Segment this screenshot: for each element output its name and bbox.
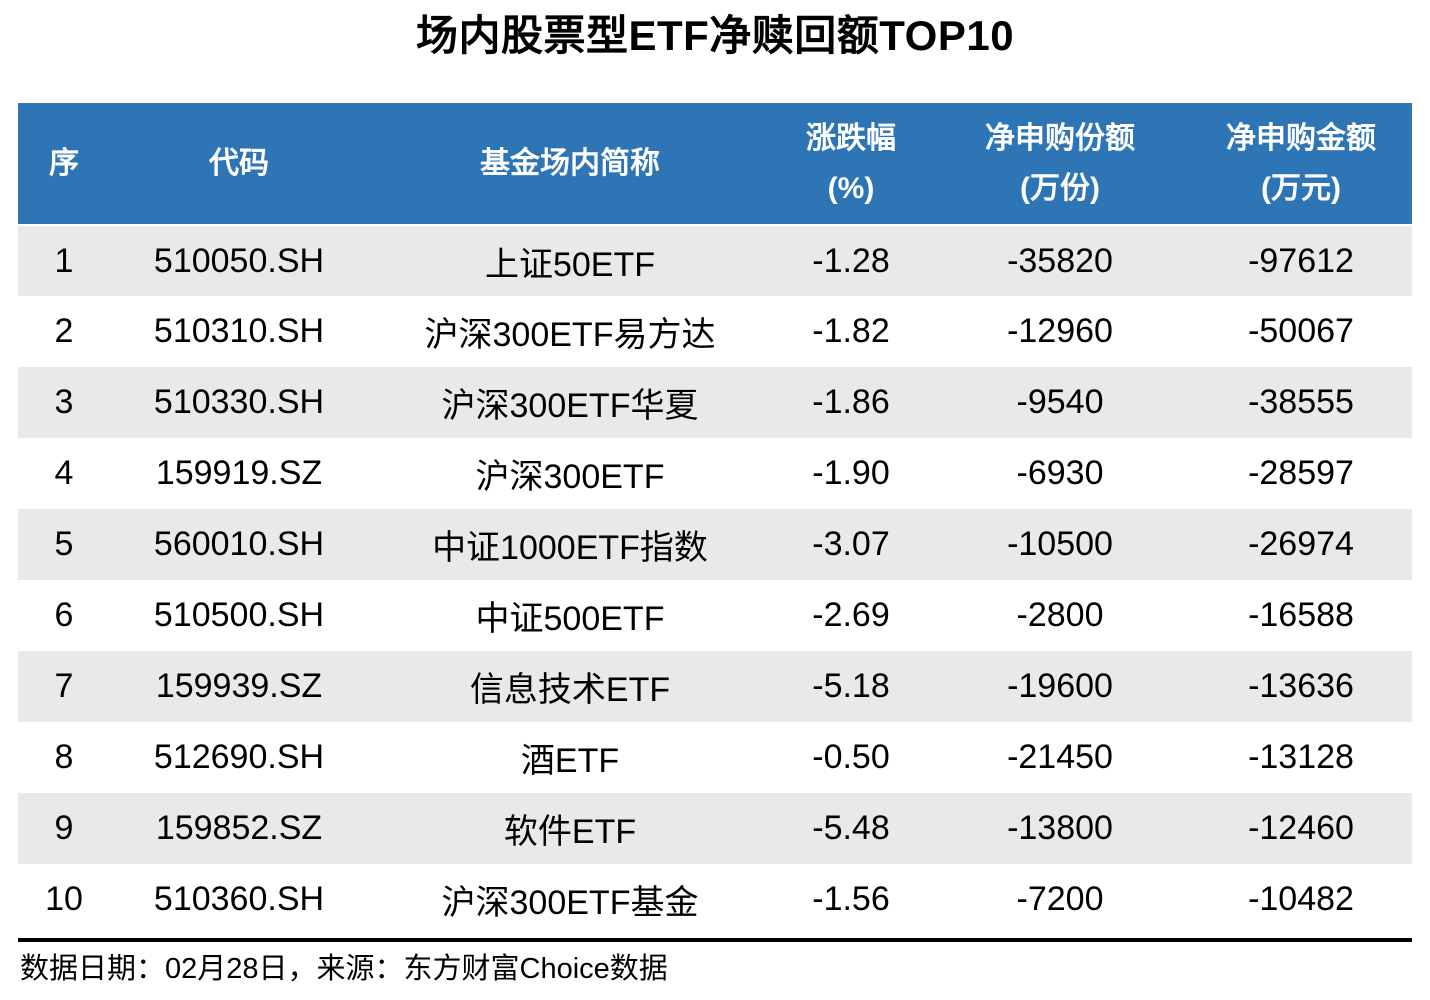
code-cell: 560010.SH <box>110 509 368 580</box>
amount-cell: -28597 <box>1190 438 1412 509</box>
footer-note: 数据日期：02月28日，来源：东方财富Choice数据 <box>20 953 668 985</box>
col-header-rank-label: 序 <box>49 146 79 180</box>
rank-cell: 6 <box>18 580 110 651</box>
name-cell: 中证500ETF <box>368 580 772 651</box>
table-row: 6 510500.SH 中证500ETF -2.69 -2800 -16588 <box>18 580 1412 651</box>
col-header-change-pct-label: 涨跌幅 <box>806 121 896 155</box>
table-row: 9 159852.SZ 软件ETF -5.48 -13800 -12460 <box>18 793 1412 864</box>
code-cell: 510310.SH <box>110 296 368 367</box>
rank-cell: 10 <box>18 864 110 935</box>
col-header-change-pct: 涨跌幅 (%) <box>772 103 930 225</box>
change-cell: -3.07 <box>772 509 930 580</box>
code-cell: 510330.SH <box>110 367 368 438</box>
code-cell: 510500.SH <box>110 580 368 651</box>
col-header-fund-name-label: 基金场内简称 <box>480 146 660 180</box>
code-cell: 510360.SH <box>110 864 368 935</box>
col-header-net-amount-unit: (万元) <box>1261 171 1341 205</box>
code-cell: 159852.SZ <box>110 793 368 864</box>
amount-cell: -16588 <box>1190 580 1412 651</box>
amount-cell: -50067 <box>1190 296 1412 367</box>
change-cell: -1.28 <box>772 224 930 296</box>
code-cell: 512690.SH <box>110 722 368 793</box>
change-cell: -1.90 <box>772 438 930 509</box>
col-header-net-shares-unit: (万份) <box>1020 171 1100 205</box>
rank-cell: 8 <box>18 722 110 793</box>
rank-cell: 1 <box>18 224 110 296</box>
shares-cell: -12960 <box>930 296 1190 367</box>
name-cell: 沪深300ETF基金 <box>368 864 772 935</box>
page-title: 场内股票型ETF净赎回额TOP10 <box>415 12 1015 59</box>
code-cell: 510050.SH <box>110 224 368 296</box>
table-row: 10 510360.SH 沪深300ETF基金 -1.56 -7200 -104… <box>18 864 1412 935</box>
change-cell: -1.82 <box>772 296 930 367</box>
table-row: 4 159919.SZ 沪深300ETF -1.90 -6930 -28597 <box>18 438 1412 509</box>
rank-cell: 9 <box>18 793 110 864</box>
col-header-code: 代码 <box>110 103 368 225</box>
change-cell: -5.18 <box>772 651 930 722</box>
shares-cell: -9540 <box>930 367 1190 438</box>
shares-cell: -6930 <box>930 438 1190 509</box>
shares-cell: -35820 <box>930 224 1190 296</box>
rank-cell: 7 <box>18 651 110 722</box>
change-cell: -5.48 <box>772 793 930 864</box>
shares-cell: -7200 <box>930 864 1190 935</box>
rank-cell: 4 <box>18 438 110 509</box>
name-cell: 上证50ETF <box>368 224 772 296</box>
name-cell: 沪深300ETF易方达 <box>368 296 772 367</box>
change-cell: -2.69 <box>772 580 930 651</box>
name-cell: 沪深300ETF <box>368 438 772 509</box>
col-header-net-shares: 净申购份额 (万份) <box>930 103 1190 225</box>
amount-cell: -38555 <box>1190 367 1412 438</box>
rank-cell: 2 <box>18 296 110 367</box>
shares-cell: -13800 <box>930 793 1190 864</box>
name-cell: 沪深300ETF华夏 <box>368 367 772 438</box>
col-header-change-pct-unit: (%) <box>827 171 875 205</box>
change-cell: -1.86 <box>772 367 930 438</box>
table-row: 2 510310.SH 沪深300ETF易方达 -1.82 -12960 -50… <box>18 296 1412 367</box>
etf-redemption-table-page: 场内股票型ETF净赎回额TOP10 序 代码 基金场内简称 <box>0 8 1430 1000</box>
col-header-fund-name: 基金场内简称 <box>368 103 772 225</box>
table-row: 5 560010.SH 中证1000ETF指数 -3.07 -10500 -26… <box>18 509 1412 580</box>
table-row: 1 510050.SH 上证50ETF -1.28 -35820 -97612 <box>18 224 1412 296</box>
shares-cell: -2800 <box>930 580 1190 651</box>
table-header-row: 序 代码 基金场内简称 涨跌幅 (%) 净申购份额 (万份) <box>18 103 1412 225</box>
etf-table: 序 代码 基金场内简称 涨跌幅 (%) 净申购份额 (万份) <box>18 103 1412 935</box>
change-cell: -1.56 <box>772 864 930 935</box>
amount-cell: -13636 <box>1190 651 1412 722</box>
name-cell: 软件ETF <box>368 793 772 864</box>
rank-cell: 3 <box>18 367 110 438</box>
name-cell: 酒ETF <box>368 722 772 793</box>
amount-cell: -12460 <box>1190 793 1412 864</box>
col-header-net-amount-label: 净申购金额 <box>1226 121 1376 155</box>
code-cell: 159939.SZ <box>110 651 368 722</box>
change-cell: -0.50 <box>772 722 930 793</box>
code-cell: 159919.SZ <box>110 438 368 509</box>
rank-cell: 5 <box>18 509 110 580</box>
shares-cell: -21450 <box>930 722 1190 793</box>
col-header-net-amount: 净申购金额 (万元) <box>1190 103 1412 225</box>
col-header-rank: 序 <box>18 103 110 225</box>
table-row: 8 512690.SH 酒ETF -0.50 -21450 -13128 <box>18 722 1412 793</box>
amount-cell: -13128 <box>1190 722 1412 793</box>
table-row: 7 159939.SZ 信息技术ETF -5.18 -19600 -13636 <box>18 651 1412 722</box>
footer-divider <box>18 938 1412 942</box>
amount-cell: -97612 <box>1190 224 1412 296</box>
name-cell: 信息技术ETF <box>368 651 772 722</box>
name-cell: 中证1000ETF指数 <box>368 509 772 580</box>
col-header-code-label: 代码 <box>209 146 269 180</box>
table-row: 3 510330.SH 沪深300ETF华夏 -1.86 -9540 -3855… <box>18 367 1412 438</box>
col-header-net-shares-label: 净申购份额 <box>985 121 1135 155</box>
shares-cell: -19600 <box>930 651 1190 722</box>
amount-cell: -10482 <box>1190 864 1412 935</box>
amount-cell: -26974 <box>1190 509 1412 580</box>
shares-cell: -10500 <box>930 509 1190 580</box>
